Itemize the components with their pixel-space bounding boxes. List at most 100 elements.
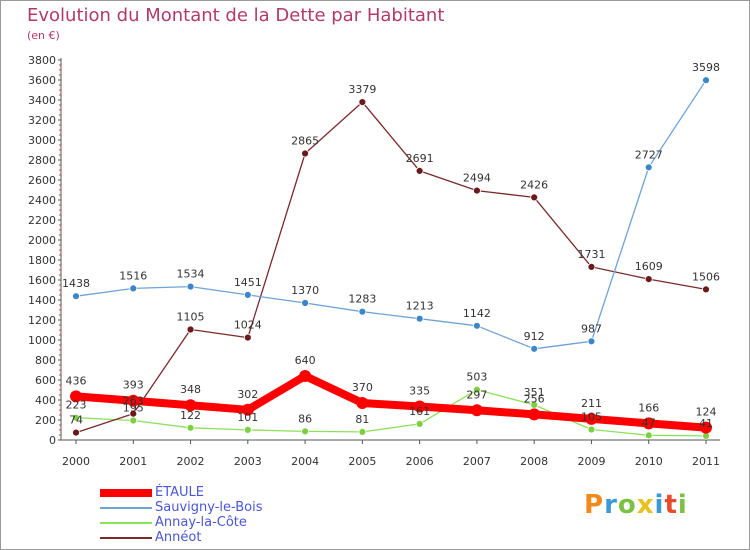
data-label: 105 [581, 411, 602, 424]
tick-labels: 0 200 400 600 800 1000 1200 1400 1600 1800 2000 220… [28, 54, 720, 468]
data-label: 1506 [692, 270, 720, 283]
y-tick-label: 800 [35, 354, 56, 367]
data-label: 436 [66, 374, 87, 387]
legend-swatch [100, 522, 152, 524]
data-label: 81 [355, 413, 369, 426]
data-point [241, 403, 254, 416]
x-tick-label: 2006 [406, 455, 434, 468]
data-label: 3379 [348, 83, 376, 96]
data-point [587, 262, 596, 271]
data-point [530, 344, 539, 353]
data-label: 1451 [234, 276, 262, 289]
y-tick-label: 2800 [28, 154, 56, 167]
x-tick-label: 2005 [348, 455, 376, 468]
series-line-0 [72, 372, 710, 432]
data-label: 1438 [62, 277, 90, 290]
y-tick-label: 3000 [28, 134, 56, 147]
data-point [585, 412, 598, 425]
data-label: 351 [524, 386, 545, 399]
data-label: 1213 [406, 300, 434, 313]
y-tick-label: 3200 [28, 114, 56, 127]
data-label: 47 [642, 416, 656, 429]
data-point [644, 431, 653, 440]
data-label: 256 [524, 392, 545, 405]
data-label: 223 [66, 399, 87, 412]
data-point [129, 416, 138, 425]
data-point [301, 299, 309, 307]
data-point [358, 427, 367, 436]
data-point [186, 325, 195, 334]
y-tick-label: 600 [35, 374, 56, 387]
data-point [243, 425, 252, 434]
data-point [70, 390, 82, 403]
data-label: 122 [180, 409, 201, 422]
data-point [528, 408, 541, 421]
data-point [413, 400, 426, 413]
chart-subtitle: (en €) [27, 29, 60, 42]
y-tick-label: 2000 [28, 234, 56, 247]
data-point [72, 428, 80, 437]
proxiti-logo: Proxiti [584, 490, 688, 520]
data-point [473, 385, 481, 394]
data-point [473, 186, 481, 195]
data-point [587, 425, 596, 434]
legend-label: Annéot [155, 530, 202, 545]
data-point [415, 419, 424, 428]
data-label: 370 [352, 381, 373, 394]
legend-swatch [100, 489, 152, 497]
data-point [127, 394, 140, 407]
data-point [186, 282, 195, 291]
data-point [473, 321, 481, 330]
data-label: 195 [123, 402, 144, 415]
y-tick-label: 1000 [28, 334, 56, 347]
data-label: 2494 [463, 172, 491, 185]
y-tick-label: 2400 [28, 194, 56, 207]
data-point [301, 427, 309, 436]
series-line-2 [75, 389, 707, 437]
data-point [184, 399, 197, 412]
x-tick-label: 2002 [177, 455, 205, 468]
data-label: 503 [466, 371, 487, 384]
x-tick-label: 2001 [119, 455, 147, 468]
data-point [587, 337, 596, 346]
y-tick-label: 3400 [28, 94, 56, 107]
y-tick-label: 1600 [28, 274, 56, 287]
data-point [702, 285, 710, 294]
data-label: 1024 [234, 319, 262, 332]
y-tick-label: 2600 [28, 174, 56, 187]
data-point [299, 370, 312, 382]
data-label: 2727 [635, 148, 663, 161]
data-label: 1609 [635, 260, 663, 273]
x-tick-label: 2003 [234, 455, 262, 468]
data-label: 74 [69, 414, 83, 427]
data-label: 297 [466, 388, 487, 401]
data-point [243, 333, 252, 342]
x-tick-label: 2011 [692, 455, 720, 468]
data-label: 166 [638, 401, 659, 414]
legend-label: Annay-la-Côte [155, 515, 247, 530]
series-layer [70, 76, 712, 440]
legend-label: ÉTAULE [155, 485, 205, 500]
y-tick-label: 2200 [28, 214, 56, 227]
data-label: 302 [237, 388, 258, 401]
legend-swatch [100, 507, 152, 509]
y-tick-label: 1400 [28, 294, 56, 307]
data-label: 2865 [291, 135, 319, 148]
data-label: 2691 [406, 152, 434, 165]
data-label: 2426 [520, 178, 548, 191]
chart-title: Evolution du Montant de la Dette par Hab… [27, 5, 445, 26]
data-point [530, 193, 539, 202]
data-point [702, 76, 710, 85]
y-tick-label: 3600 [28, 74, 56, 87]
data-label: 1283 [348, 293, 376, 306]
data-point [186, 423, 195, 432]
y-tick-label: 1200 [28, 314, 56, 327]
data-label: 1516 [119, 269, 147, 282]
data-label: 1370 [291, 284, 319, 297]
series-line-3 [75, 101, 707, 434]
data-point [358, 307, 367, 316]
data-label: 640 [295, 354, 316, 367]
data-point [642, 417, 655, 430]
